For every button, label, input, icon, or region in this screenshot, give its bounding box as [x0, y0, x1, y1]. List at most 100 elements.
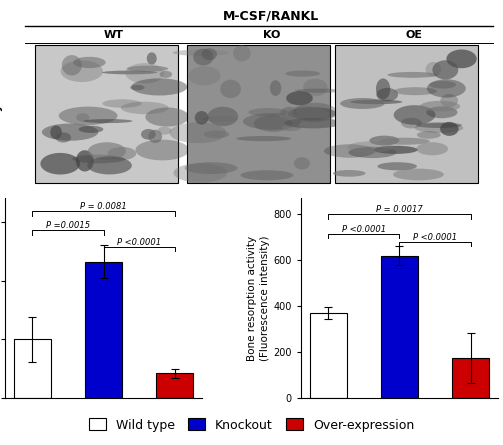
Ellipse shape [387, 72, 438, 78]
Bar [381, 255, 418, 398]
Ellipse shape [376, 88, 398, 101]
Ellipse shape [376, 78, 390, 100]
Ellipse shape [254, 115, 292, 132]
Text: P =0.0015: P =0.0015 [46, 221, 90, 230]
Ellipse shape [324, 144, 375, 158]
Ellipse shape [426, 62, 441, 77]
Text: WT: WT [104, 30, 123, 40]
Bar [188, 44, 330, 183]
Ellipse shape [394, 87, 437, 95]
Ellipse shape [350, 100, 402, 104]
Ellipse shape [220, 80, 241, 98]
Bar [85, 262, 122, 398]
Ellipse shape [417, 131, 441, 139]
Text: P <0.0001: P <0.0001 [413, 233, 457, 242]
Ellipse shape [145, 108, 189, 126]
Ellipse shape [433, 60, 458, 80]
Ellipse shape [131, 78, 187, 96]
Text: KO: KO [263, 30, 280, 40]
Ellipse shape [416, 142, 448, 155]
Ellipse shape [208, 107, 238, 126]
Ellipse shape [288, 107, 337, 120]
Ellipse shape [135, 140, 189, 160]
Ellipse shape [62, 55, 82, 76]
Bar [14, 340, 51, 398]
Ellipse shape [294, 157, 310, 170]
Ellipse shape [293, 103, 338, 122]
Ellipse shape [394, 105, 436, 125]
Legend: Wild type, Knockout, Over-expression: Wild type, Knockout, Over-expression [89, 418, 414, 432]
Ellipse shape [72, 155, 125, 163]
Ellipse shape [50, 125, 62, 139]
Ellipse shape [147, 53, 157, 65]
Ellipse shape [173, 49, 229, 56]
Text: P <0.0001: P <0.0001 [117, 238, 161, 247]
Text: P <0.0001: P <0.0001 [342, 225, 386, 234]
Ellipse shape [295, 89, 344, 93]
Ellipse shape [236, 136, 291, 141]
Ellipse shape [303, 79, 327, 96]
Ellipse shape [88, 157, 132, 174]
Ellipse shape [170, 122, 226, 143]
Ellipse shape [401, 118, 422, 129]
Ellipse shape [148, 130, 162, 143]
Ellipse shape [88, 142, 126, 160]
Ellipse shape [374, 146, 417, 154]
Ellipse shape [40, 153, 80, 174]
Ellipse shape [78, 125, 103, 133]
Ellipse shape [440, 122, 459, 136]
Ellipse shape [429, 81, 456, 89]
Ellipse shape [204, 130, 229, 138]
Text: 4 days: 4 days [0, 97, 3, 138]
Ellipse shape [76, 150, 94, 171]
Ellipse shape [377, 162, 417, 170]
Ellipse shape [282, 124, 301, 131]
Ellipse shape [130, 85, 144, 90]
Ellipse shape [279, 106, 329, 122]
Ellipse shape [233, 45, 251, 61]
Ellipse shape [193, 49, 213, 65]
Bar [156, 373, 193, 398]
Ellipse shape [281, 107, 297, 119]
Ellipse shape [125, 63, 164, 83]
Ellipse shape [446, 49, 477, 68]
Ellipse shape [108, 147, 136, 160]
Bar [452, 358, 489, 398]
Ellipse shape [286, 91, 313, 105]
Ellipse shape [202, 48, 217, 60]
Ellipse shape [73, 57, 106, 68]
Ellipse shape [59, 107, 118, 125]
Ellipse shape [55, 132, 71, 142]
Ellipse shape [141, 129, 156, 140]
Bar [310, 313, 347, 398]
Ellipse shape [393, 169, 444, 180]
Ellipse shape [157, 127, 172, 135]
Ellipse shape [127, 65, 169, 72]
Y-axis label: Bone resorption activity
(Fluorescence intensity): Bone resorption activity (Fluorescence i… [247, 235, 271, 361]
Ellipse shape [195, 111, 209, 125]
Ellipse shape [379, 138, 430, 145]
Ellipse shape [414, 123, 463, 133]
Ellipse shape [174, 163, 227, 182]
Text: P = 0.0081: P = 0.0081 [80, 202, 127, 211]
Bar [336, 44, 478, 183]
Ellipse shape [60, 61, 103, 82]
Ellipse shape [285, 70, 320, 77]
Ellipse shape [348, 142, 393, 153]
Ellipse shape [349, 147, 396, 158]
Ellipse shape [427, 79, 466, 97]
Ellipse shape [202, 116, 237, 122]
Ellipse shape [42, 124, 98, 141]
Ellipse shape [240, 170, 293, 180]
Ellipse shape [284, 118, 342, 129]
Text: P = 0.0017: P = 0.0017 [376, 206, 423, 214]
Ellipse shape [121, 101, 169, 114]
Ellipse shape [189, 66, 220, 85]
Ellipse shape [420, 101, 460, 112]
Ellipse shape [427, 106, 457, 118]
Text: OE: OE [406, 30, 423, 40]
Ellipse shape [243, 113, 301, 130]
Ellipse shape [102, 71, 157, 74]
Ellipse shape [340, 98, 385, 109]
Ellipse shape [185, 162, 237, 174]
